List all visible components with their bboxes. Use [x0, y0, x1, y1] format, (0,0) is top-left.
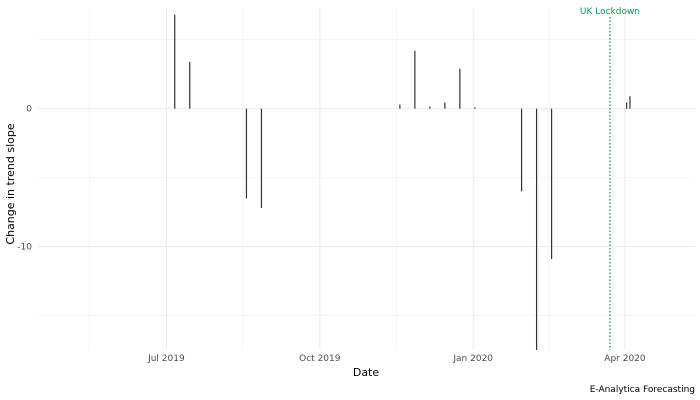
y-tick-label: -10 [17, 243, 32, 253]
lockdown-label: UK Lockdown [580, 7, 640, 17]
bar [174, 14, 176, 109]
bar [399, 104, 401, 109]
bar [626, 102, 628, 109]
annotation: UK Lockdown [580, 7, 640, 350]
bar [520, 108, 523, 192]
bar [550, 108, 553, 259]
x-tick-label: Oct 2019 [299, 354, 341, 364]
x-tick-label: Apr 2020 [604, 354, 646, 364]
x-tick-label: Jul 2019 [147, 354, 185, 364]
caption: E-Analytica Forecasting [590, 385, 695, 395]
grid [38, 8, 695, 350]
bar [535, 108, 538, 350]
bar [429, 106, 431, 109]
x-axis-title: Date [353, 366, 380, 379]
y-axis-ticks: 0 -10 [17, 105, 32, 253]
bars [174, 14, 631, 350]
bar [474, 107, 476, 109]
bar [414, 50, 416, 109]
bar [260, 108, 263, 208]
x-axis-ticks: Jul 2019 Oct 2019 Jan 2020 Apr 2020 [147, 354, 646, 364]
bar [459, 68, 461, 109]
y-axis-title: Change in trend slope [4, 123, 17, 244]
y-tick-label: 0 [26, 105, 32, 115]
bar [189, 61, 191, 109]
bar [444, 102, 446, 109]
x-tick-label: Jan 2020 [452, 354, 493, 364]
bar [629, 96, 631, 109]
bar [245, 108, 248, 199]
